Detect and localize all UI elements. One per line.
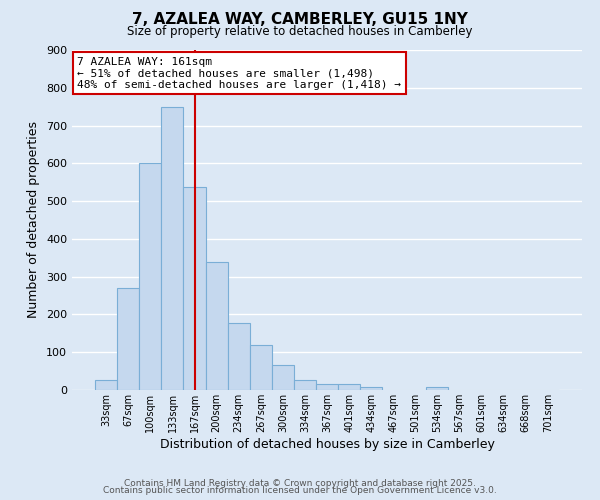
Bar <box>139 164 161 390</box>
Bar <box>316 384 338 390</box>
Bar <box>206 262 227 390</box>
Bar <box>184 187 206 390</box>
Text: 7 AZALEA WAY: 161sqm
← 51% of detached houses are smaller (1,498)
48% of semi-de: 7 AZALEA WAY: 161sqm ← 51% of detached h… <box>77 57 401 90</box>
X-axis label: Distribution of detached houses by size in Camberley: Distribution of detached houses by size … <box>160 438 494 450</box>
Bar <box>227 323 250 390</box>
Bar <box>294 380 316 390</box>
Y-axis label: Number of detached properties: Number of detached properties <box>28 122 40 318</box>
Bar <box>161 108 184 390</box>
Bar <box>117 288 139 390</box>
Bar <box>250 344 272 390</box>
Bar <box>95 380 117 390</box>
Bar <box>338 384 360 390</box>
Text: 7, AZALEA WAY, CAMBERLEY, GU15 1NY: 7, AZALEA WAY, CAMBERLEY, GU15 1NY <box>132 12 468 28</box>
Bar <box>360 387 382 390</box>
Bar <box>272 366 294 390</box>
Text: Contains HM Land Registry data © Crown copyright and database right 2025.: Contains HM Land Registry data © Crown c… <box>124 478 476 488</box>
Text: Size of property relative to detached houses in Camberley: Size of property relative to detached ho… <box>127 25 473 38</box>
Bar <box>427 388 448 390</box>
Text: Contains public sector information licensed under the Open Government Licence v3: Contains public sector information licen… <box>103 486 497 495</box>
